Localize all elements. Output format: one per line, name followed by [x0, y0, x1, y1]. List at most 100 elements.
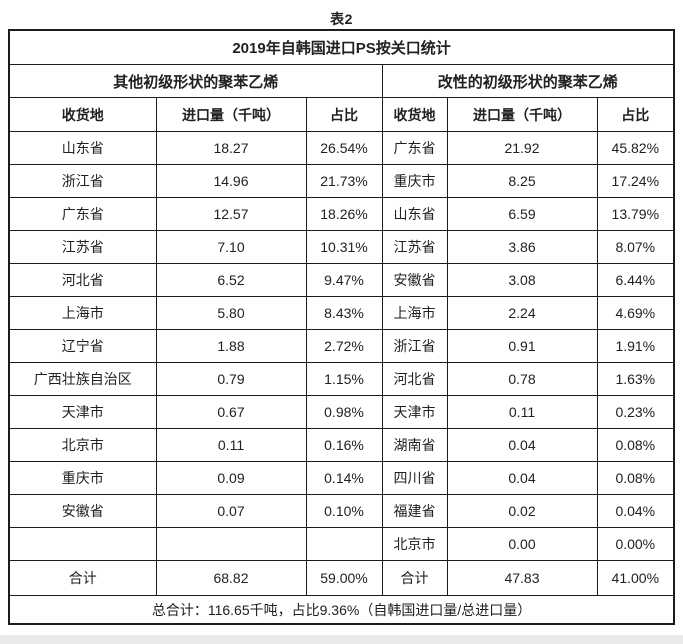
volume-cell: 0.91	[446, 329, 598, 363]
share-cell: 21.73%	[305, 164, 383, 198]
volume-cell: 3.86	[446, 230, 598, 264]
table-row: 北京市 0.11 0.16% 湖南省 0.04 0.08%	[8, 428, 675, 462]
destination-cell: 上海市	[8, 296, 157, 330]
volume-cell: 2.24	[446, 296, 598, 330]
destination-cell: 河北省	[381, 362, 448, 396]
table-row: 安徽省 0.07 0.10% 福建省 0.02 0.04%	[8, 494, 675, 528]
share-cell: 0.98%	[305, 395, 383, 429]
share-cell	[305, 527, 383, 561]
table-row: 广东省 12.57 18.26% 山东省 6.59 13.79%	[8, 197, 675, 231]
destination-cell: 安徽省	[381, 263, 448, 297]
table-row: 天津市 0.67 0.98% 天津市 0.11 0.23%	[8, 395, 675, 429]
volume-cell: 14.96	[155, 164, 307, 198]
share-cell: 0.16%	[305, 428, 383, 462]
destination-cell: 辽宁省	[8, 329, 157, 363]
share-cell: 0.23%	[596, 395, 675, 429]
share-cell: 1.15%	[305, 362, 383, 396]
volume-cell: 0.04	[446, 461, 598, 495]
volume-cell: 5.80	[155, 296, 307, 330]
destination-cell: 山东省	[8, 131, 157, 165]
share-cell: 45.82%	[596, 131, 675, 165]
section-header-row: 其他初级形状的聚苯乙烯 改性的初级形状的聚苯乙烯	[8, 64, 675, 98]
totals-share-left: 59.00%	[305, 560, 383, 596]
volume-cell: 6.59	[446, 197, 598, 231]
volume-cell: 0.02	[446, 494, 598, 528]
share-cell: 0.14%	[305, 461, 383, 495]
column-header-destination-left: 收货地	[8, 97, 157, 132]
column-header-share-right: 占比	[596, 97, 675, 132]
destination-cell: 安徽省	[8, 494, 157, 528]
share-cell: 0.08%	[596, 461, 675, 495]
page-bottom-strip	[0, 635, 683, 644]
destination-cell: 河北省	[8, 263, 157, 297]
destination-cell: 江苏省	[381, 230, 448, 264]
destination-cell: 上海市	[381, 296, 448, 330]
table-row: 浙江省 14.96 21.73% 重庆市 8.25 17.24%	[8, 164, 675, 198]
share-cell: 8.43%	[305, 296, 383, 330]
totals-label-right: 合计	[381, 560, 448, 596]
page-title: 表2	[330, 11, 353, 27]
destination-cell: 浙江省	[8, 164, 157, 198]
volume-cell: 6.52	[155, 263, 307, 297]
destination-cell: 重庆市	[8, 461, 157, 495]
share-cell: 0.08%	[596, 428, 675, 462]
table-row: 重庆市 0.09 0.14% 四川省 0.04 0.08%	[8, 461, 675, 495]
destination-cell: 北京市	[381, 527, 448, 561]
destination-cell: 北京市	[8, 428, 157, 462]
table-body: 山东省 18.27 26.54% 广东省 21.92 45.82% 浙江省 14.96 21.7…	[8, 131, 675, 561]
volume-cell: 0.67	[155, 395, 307, 429]
share-cell: 10.31%	[305, 230, 383, 264]
volume-cell: 21.92	[446, 131, 598, 165]
totals-volume-right: 47.83	[446, 560, 598, 596]
volume-cell: 0.79	[155, 362, 307, 396]
column-header-destination-right: 收货地	[381, 97, 448, 132]
volume-cell: 12.57	[155, 197, 307, 231]
destination-cell: 福建省	[381, 494, 448, 528]
column-header-share-left: 占比	[305, 97, 383, 132]
share-cell: 9.47%	[305, 263, 383, 297]
volume-cell: 0.04	[446, 428, 598, 462]
table-row: 江苏省 7.10 10.31% 江苏省 3.86 8.07%	[8, 230, 675, 264]
share-cell: 26.54%	[305, 131, 383, 165]
column-header-volume-right: 进口量（千吨）	[446, 97, 598, 132]
destination-cell: 浙江省	[381, 329, 448, 363]
column-header-row: 收货地 进口量（千吨） 占比 收货地 进口量（千吨） 占比	[8, 97, 675, 132]
destination-cell: 四川省	[381, 461, 448, 495]
table-row: 山东省 18.27 26.54% 广东省 21.92 45.82%	[8, 131, 675, 165]
table-row: 广西壮族自治区 0.79 1.15% 河北省 0.78 1.63%	[8, 362, 675, 396]
volume-cell: 3.08	[446, 263, 598, 297]
destination-cell: 湖南省	[381, 428, 448, 462]
volume-cell: 0.09	[155, 461, 307, 495]
volume-cell: 7.10	[155, 230, 307, 264]
grand-total-row: 总合计：116.65千吨，占比9.36%（自韩国进口量/总进口量）	[8, 595, 675, 625]
totals-share-right: 41.00%	[596, 560, 675, 596]
share-cell: 0.10%	[305, 494, 383, 528]
volume-cell	[155, 527, 307, 561]
volume-cell: 0.11	[446, 395, 598, 429]
section-header-right: 改性的初级形状的聚苯乙烯	[381, 64, 675, 98]
grand-total-note: 总合计：116.65千吨，占比9.36%（自韩国进口量/总进口量）	[8, 595, 675, 625]
table-row: 辽宁省 1.88 2.72% 浙江省 0.91 1.91%	[8, 329, 675, 363]
share-cell: 0.00%	[596, 527, 675, 561]
destination-cell: 广西壮族自治区	[8, 362, 157, 396]
destination-cell	[8, 527, 157, 561]
volume-cell: 18.27	[155, 131, 307, 165]
share-cell: 1.91%	[596, 329, 675, 363]
table-title-row: 2019年自韩国进口PS按关口统计	[8, 29, 675, 65]
table-title: 2019年自韩国进口PS按关口统计	[8, 29, 675, 65]
share-cell: 2.72%	[305, 329, 383, 363]
import-stats-table: 2019年自韩国进口PS按关口统计 其他初级形状的聚苯乙烯 改性的初级形状的聚苯…	[8, 29, 676, 625]
volume-cell: 0.07	[155, 494, 307, 528]
destination-cell: 山东省	[381, 197, 448, 231]
share-cell: 8.07%	[596, 230, 675, 264]
destination-cell: 重庆市	[381, 164, 448, 198]
destination-cell: 天津市	[8, 395, 157, 429]
share-cell: 0.04%	[596, 494, 675, 528]
share-cell: 1.63%	[596, 362, 675, 396]
share-cell: 6.44%	[596, 263, 675, 297]
share-cell: 4.69%	[596, 296, 675, 330]
share-cell: 17.24%	[596, 164, 675, 198]
volume-cell: 8.25	[446, 164, 598, 198]
section-header-left: 其他初级形状的聚苯乙烯	[8, 64, 383, 98]
